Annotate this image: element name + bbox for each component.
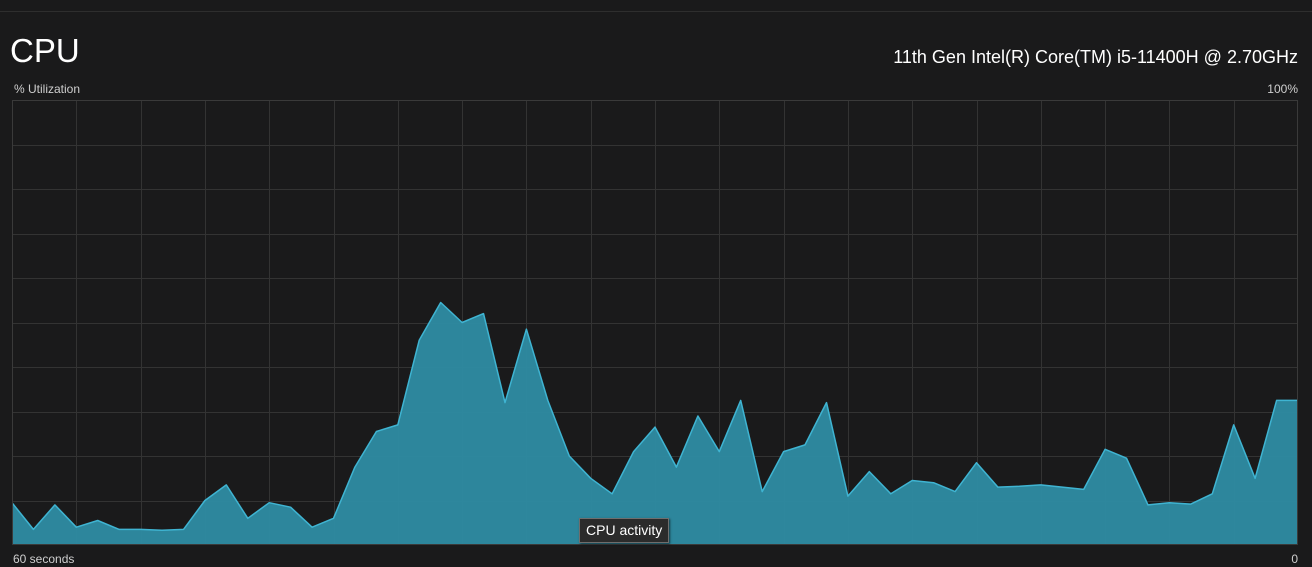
cpu-sample-point bbox=[569, 455, 571, 457]
cpu-sample-point bbox=[1019, 486, 1021, 488]
processor-name: 11th Gen Intel(R) Core(TM) i5-11400H @ 2… bbox=[893, 47, 1298, 67]
cpu-sample-point bbox=[611, 493, 613, 495]
page-title: CPU bbox=[10, 32, 80, 69]
cpu-sample-point bbox=[1233, 424, 1235, 426]
cpu-sample-point bbox=[226, 484, 228, 486]
cpu-sample-point bbox=[954, 491, 956, 493]
cpu-sample-point bbox=[33, 529, 35, 531]
cpu-sample-point bbox=[826, 402, 828, 404]
cpu-sample-point bbox=[140, 529, 142, 531]
cpu-sample-point bbox=[976, 462, 978, 464]
cpu-sample-point bbox=[397, 424, 399, 426]
cpu-sample-point bbox=[183, 529, 185, 531]
graph-border bbox=[12, 100, 1298, 545]
cpu-sample-point bbox=[547, 400, 549, 402]
cpu-sample-point bbox=[268, 502, 270, 504]
cpu-sample-point bbox=[440, 302, 442, 304]
cpu-sample-point bbox=[1169, 502, 1171, 504]
cpu-sample-point bbox=[461, 322, 463, 324]
cpu-sample-point bbox=[783, 451, 785, 453]
y-axis-max-label: 100% bbox=[1267, 82, 1298, 96]
cpu-sample-point bbox=[418, 340, 420, 342]
cpu-sample-point bbox=[890, 493, 892, 495]
cpu-sample-point bbox=[1190, 503, 1192, 505]
cpu-sample-point bbox=[590, 478, 592, 480]
cpu-sample-point bbox=[526, 328, 528, 330]
cpu-sample-point bbox=[311, 526, 313, 528]
cpu-sample-point bbox=[354, 466, 356, 468]
cpu-sample-point bbox=[333, 518, 335, 520]
cpu-sample-point bbox=[290, 506, 292, 508]
cpu-sample-point bbox=[997, 486, 999, 488]
cpu-sample-point bbox=[247, 518, 249, 520]
cpu-sample-point bbox=[1276, 400, 1278, 402]
cpu-sample-point bbox=[804, 444, 806, 446]
cpu-sample-point bbox=[719, 451, 721, 453]
cpu-sample-point bbox=[869, 471, 871, 473]
cpu-sample-point bbox=[161, 530, 163, 532]
cpu-sample-point bbox=[1061, 486, 1063, 488]
graph-tooltip: CPU activity bbox=[579, 518, 670, 543]
cpu-sample-point bbox=[633, 451, 635, 453]
cpu-sample-point bbox=[1254, 478, 1256, 480]
cpu-sample-point bbox=[761, 491, 763, 493]
x-axis-end-label: 0 bbox=[1291, 552, 1298, 566]
cpu-utilization-graph[interactable] bbox=[12, 100, 1298, 545]
cpu-sample-point bbox=[97, 520, 99, 522]
cpu-usage-area bbox=[12, 302, 1298, 545]
cpu-sample-point bbox=[54, 504, 56, 506]
cpu-sample-point bbox=[1126, 457, 1128, 459]
cpu-sample-point bbox=[1083, 489, 1085, 491]
top-divider bbox=[0, 11, 1312, 12]
cpu-sample-point bbox=[847, 495, 849, 497]
cpu-sample-point bbox=[76, 526, 78, 528]
cpu-graph-svg bbox=[12, 100, 1298, 545]
cpu-sample-point bbox=[483, 313, 485, 315]
cpu-sample-point bbox=[1147, 504, 1149, 506]
cpu-sample-point bbox=[376, 431, 378, 433]
cpu-sample-point bbox=[1212, 493, 1214, 495]
cpu-sample-point bbox=[697, 415, 699, 417]
y-axis-label: % Utilization bbox=[14, 82, 81, 96]
cpu-sample-point bbox=[933, 482, 935, 484]
cpu-sample-point bbox=[1040, 484, 1042, 486]
cpu-sample-point bbox=[676, 466, 678, 468]
cpu-sample-point bbox=[654, 426, 656, 428]
cpu-usage-line bbox=[12, 301, 1298, 532]
cpu-sample-point bbox=[911, 480, 913, 482]
cpu-sample-point bbox=[504, 402, 506, 404]
cpu-sample-point bbox=[118, 529, 120, 531]
x-axis-start-label: 60 seconds bbox=[13, 552, 75, 566]
cpu-sample-point bbox=[1104, 449, 1106, 451]
cpu-sample-point bbox=[740, 400, 742, 402]
cpu-sample-point bbox=[204, 500, 206, 502]
